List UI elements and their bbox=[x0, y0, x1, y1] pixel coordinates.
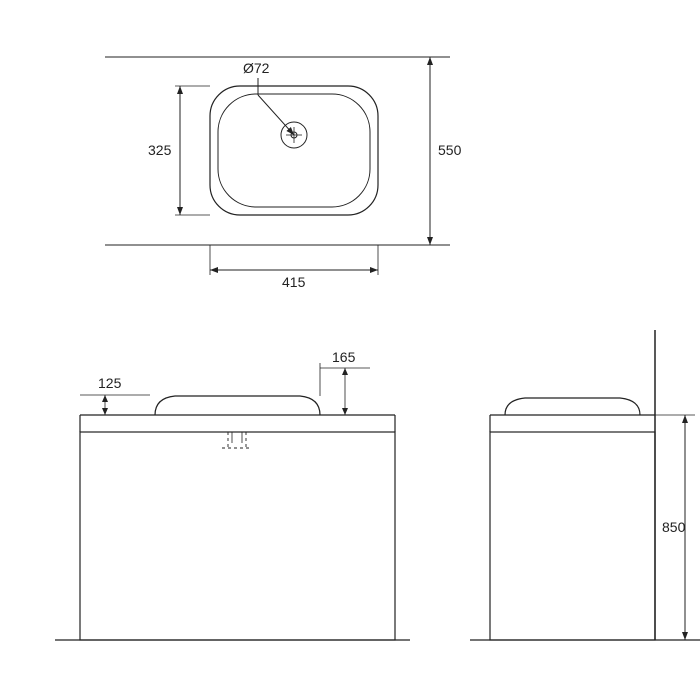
dim-width: 415 bbox=[282, 274, 306, 290]
front-view: 125 165 bbox=[55, 349, 410, 640]
top-view: Ø72 325 415 550 bbox=[105, 57, 462, 290]
dim-depth: 325 bbox=[148, 142, 172, 158]
dim-diameter: Ø72 bbox=[243, 60, 270, 76]
dim-right: 550 bbox=[438, 142, 462, 158]
dim-side-height: 850 bbox=[662, 519, 686, 535]
dim-front-left: 125 bbox=[98, 375, 122, 391]
dim-front-right: 165 bbox=[332, 349, 356, 365]
side-view: 850 bbox=[470, 330, 700, 640]
technical-drawing: Ø72 325 415 550 bbox=[0, 0, 700, 700]
